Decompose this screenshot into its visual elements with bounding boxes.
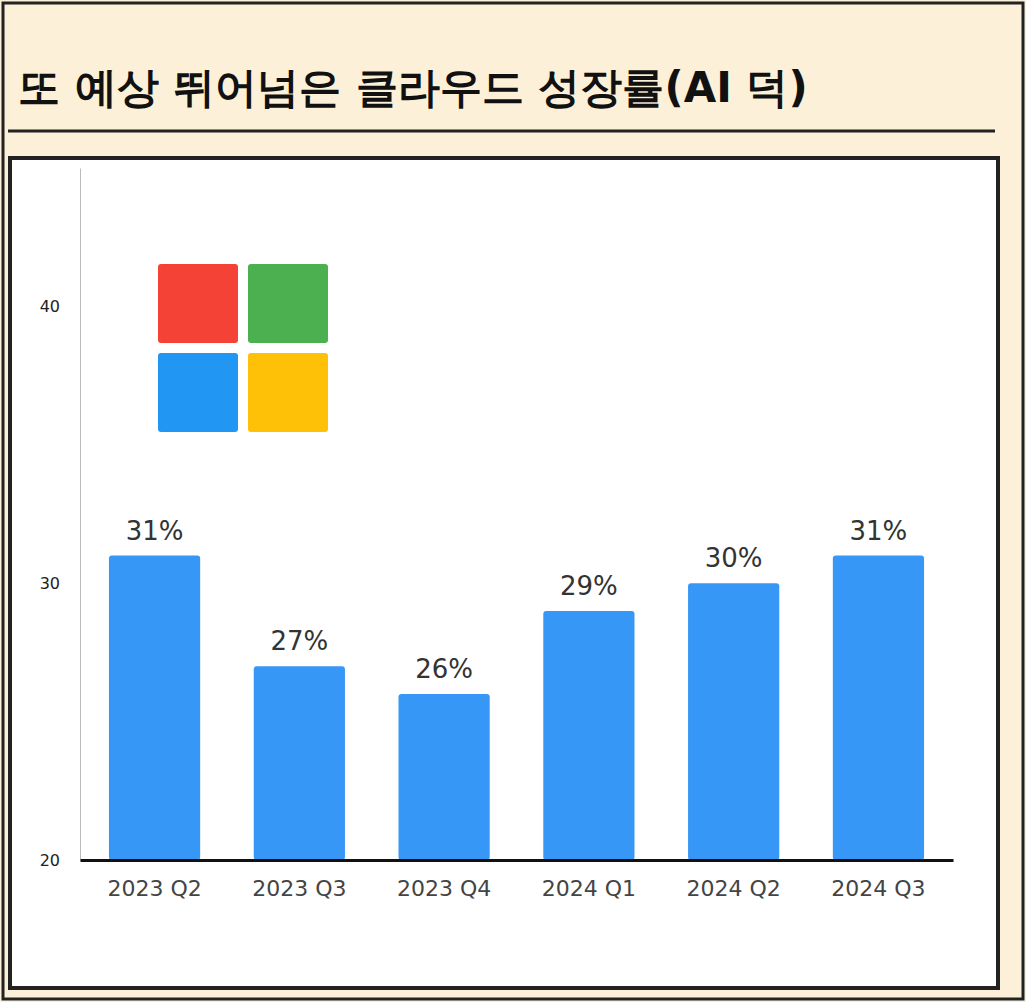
x-tick: 2023 Q4 bbox=[397, 860, 491, 901]
bar bbox=[399, 694, 490, 860]
x-tick-label: 2024 Q3 bbox=[831, 876, 925, 901]
bar bbox=[109, 556, 200, 860]
bars bbox=[109, 556, 924, 860]
bar bbox=[688, 583, 779, 860]
x-tick-label: 2024 Q2 bbox=[687, 876, 781, 901]
data-label: 31% bbox=[850, 516, 908, 546]
header-rule bbox=[8, 130, 995, 133]
chart-panel bbox=[10, 158, 998, 988]
data-label: 29% bbox=[560, 571, 618, 601]
y-tick-label: 20 bbox=[40, 851, 60, 870]
logo-square bbox=[248, 353, 328, 432]
x-tick: 2023 Q2 bbox=[107, 860, 201, 901]
x-tick: 2024 Q3 bbox=[831, 860, 925, 901]
bar bbox=[254, 666, 345, 860]
bar bbox=[543, 611, 634, 860]
logo-square bbox=[158, 353, 238, 432]
y-tick: 40 bbox=[40, 297, 80, 316]
x-tick-label: 2023 Q4 bbox=[397, 876, 491, 901]
title: 또 예상 뛰어넘은 클라우드 성장률(AI 덕) bbox=[18, 63, 808, 112]
x-axis-line bbox=[81, 859, 954, 862]
y-tick-label: 40 bbox=[40, 297, 60, 316]
logo-square bbox=[158, 264, 238, 343]
x-axis: 2023 Q2 2023 Q3 2023 Q4 2024 Q1 2024 Q2 2024 … bbox=[81, 860, 954, 901]
x-tick-label: 2023 Q3 bbox=[252, 876, 346, 901]
chart-svg: 또 예상 뛰어넘은 클라우드 성장률(AI 덕)2030402023 Q2202… bbox=[0, 0, 1026, 1002]
y-axis: 20 30 40 bbox=[40, 169, 81, 870]
x-tick: 2024 Q1 bbox=[542, 860, 636, 901]
data-label: 27% bbox=[270, 626, 328, 656]
data-label: 26% bbox=[415, 654, 473, 684]
y-axis-line bbox=[80, 169, 81, 861]
y-tick-label: 30 bbox=[40, 574, 60, 593]
data-label: 30% bbox=[705, 543, 763, 573]
x-tick: 2024 Q2 bbox=[687, 860, 781, 901]
x-tick-label: 2024 Q1 bbox=[542, 876, 636, 901]
y-tick: 20 bbox=[40, 851, 80, 870]
logo bbox=[158, 264, 328, 432]
page-frame bbox=[3, 3, 1023, 999]
data-label: 31% bbox=[126, 516, 184, 546]
x-tick-label: 2023 Q2 bbox=[107, 876, 201, 901]
y-tick: 30 bbox=[40, 574, 80, 593]
data-labels: 31% 27% 26% 29% 30% 31% bbox=[126, 516, 908, 684]
bar bbox=[833, 556, 924, 860]
x-tick: 2023 Q3 bbox=[252, 860, 346, 901]
logo-square bbox=[248, 264, 328, 343]
